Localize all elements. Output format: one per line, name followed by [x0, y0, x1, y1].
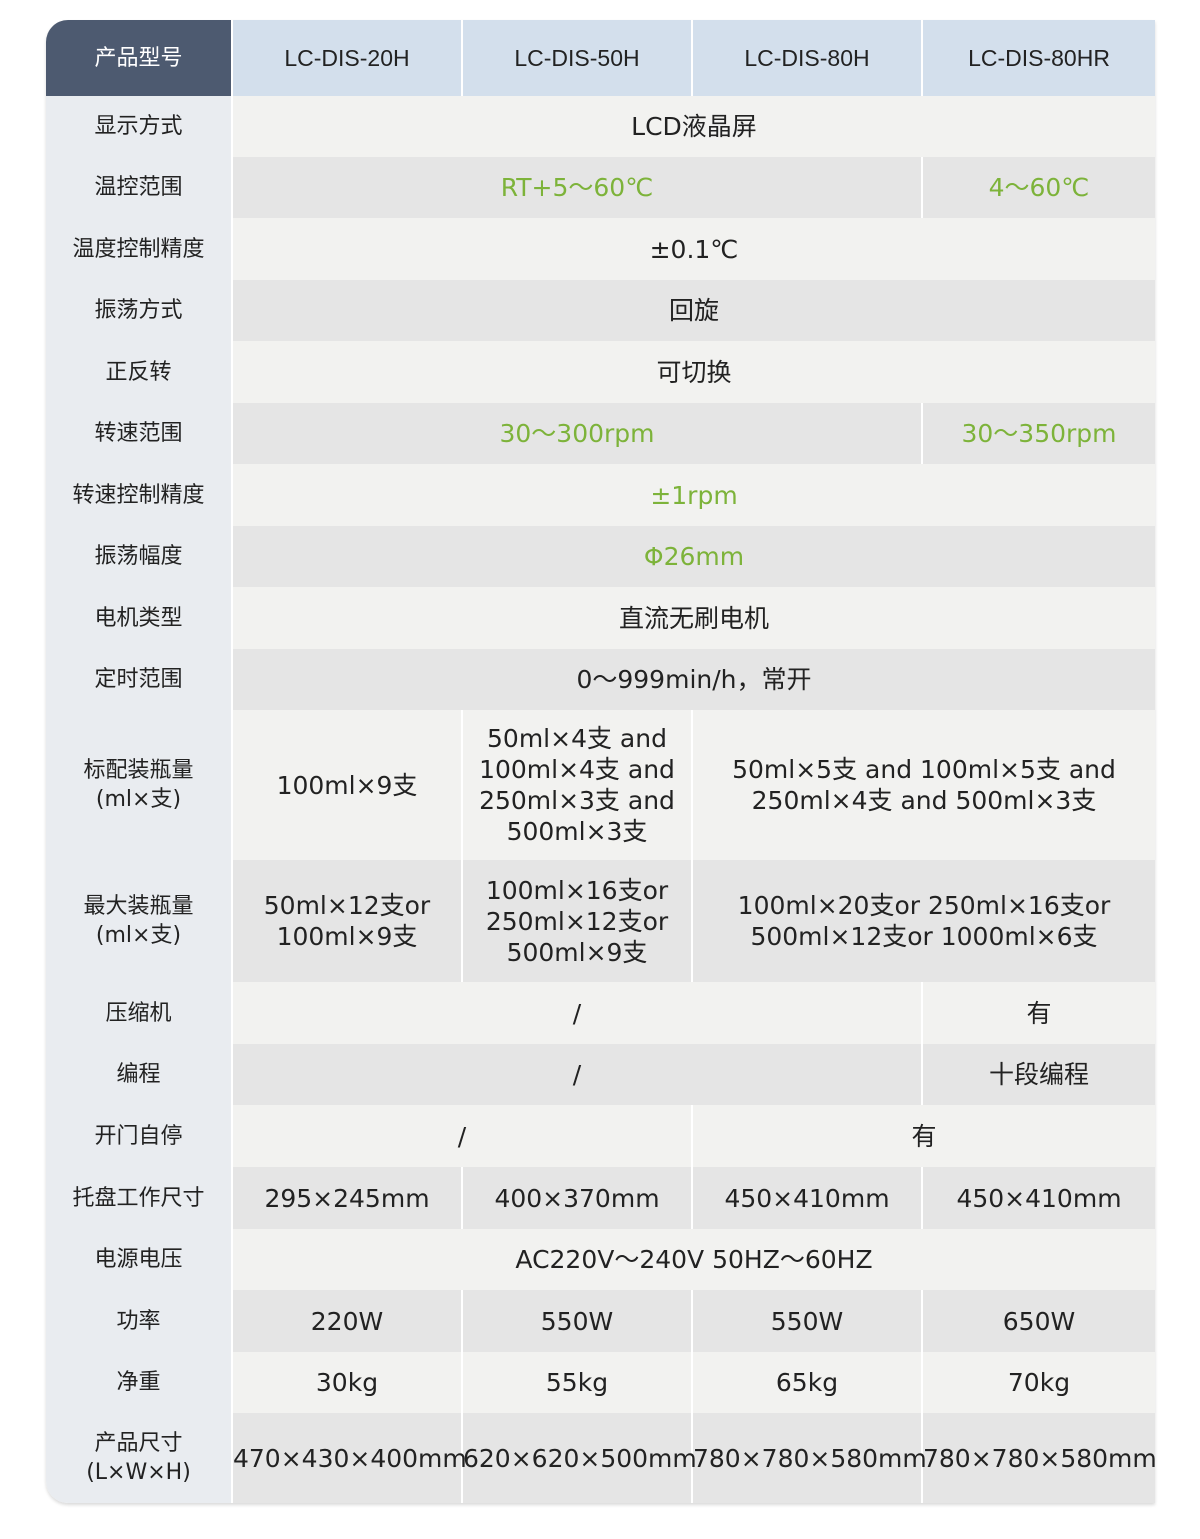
spec-row: 产品尺寸 (L×W×H) 470×430×400mm 620×620×500mm 78… [46, 1413, 1155, 1503]
spec-value: 550W [691, 1290, 922, 1352]
spec-label: 托盘工作尺寸 [46, 1167, 232, 1229]
spec-value: 65kg [691, 1352, 922, 1413]
spec-label: 振荡幅度 [46, 526, 232, 587]
spec-value: 回旋 [231, 280, 1155, 341]
spec-row: 转速范围 30～300rpm 30～350rpm [46, 403, 1155, 464]
spec-row: 转速控制精度 ±1rpm [46, 464, 1155, 526]
spec-label: 转速控制精度 [46, 464, 232, 526]
spec-label: 电机类型 [46, 587, 232, 649]
spec-label: 转速范围 [46, 403, 232, 464]
spec-value: 620×620×500mm [461, 1413, 697, 1503]
header-row: 产品型号 LC-DIS-20H LC-DIS-50H LC-DIS-80H LC… [46, 20, 1155, 96]
spec-value: 650W [921, 1290, 1155, 1352]
spec-label: 净重 [46, 1352, 232, 1413]
spec-label: 电源电压 [46, 1229, 232, 1290]
spec-label: 定时范围 [46, 649, 232, 710]
spec-value: 30～300rpm [231, 403, 922, 464]
spec-value: 有 [921, 982, 1155, 1044]
spec-value: 30kg [231, 1352, 462, 1413]
spec-row: 振荡幅度 Φ26mm [46, 526, 1155, 587]
spec-value: 100ml×9支 [231, 710, 462, 860]
spec-row: 功率 220W 550W 550W 650W [46, 1290, 1155, 1352]
spec-row: 标配装瓶量 (ml×支) 100ml×9支 50ml×4支 and 100ml×4支… [46, 710, 1155, 860]
spec-value: 70kg [921, 1352, 1155, 1413]
spec-value: 780×780×580mm [691, 1413, 927, 1503]
spec-value: Φ26mm [231, 526, 1155, 587]
spec-value: 50ml×5支 and 100ml×5支 and 250ml×4支 and 50… [691, 710, 1155, 860]
spec-label: 开门自停 [46, 1105, 232, 1167]
spec-value: / [231, 982, 922, 1044]
spec-row: 开门自停 / 有 [46, 1105, 1155, 1167]
spec-row: 托盘工作尺寸 295×245mm 400×370mm 450×410mm 450×410… [46, 1167, 1155, 1229]
spec-value: 0～999min/h，常开 [231, 649, 1155, 710]
spec-value: 400×370mm [461, 1167, 692, 1229]
model-header: LC-DIS-20H [231, 20, 462, 96]
spec-row: 编程 / 十段编程 [46, 1044, 1155, 1105]
spec-value: 295×245mm [231, 1167, 462, 1229]
spec-value: 450×410mm [691, 1167, 922, 1229]
spec-row: 净重 30kg 55kg 65kg 70kg [46, 1352, 1155, 1413]
spec-value: 50ml×12支or 100ml×9支 [231, 860, 462, 982]
spec-value: LCD液晶屏 [231, 96, 1155, 157]
spec-row: 压缩机 / 有 [46, 982, 1155, 1044]
spec-value: 十段编程 [921, 1044, 1155, 1105]
spec-value: ±0.1℃ [231, 218, 1155, 280]
spec-value: RT+5～60℃ [231, 157, 922, 218]
spec-label: 标配装瓶量 (ml×支) [46, 710, 232, 860]
spec-label: 最大装瓶量 (ml×支) [46, 860, 232, 982]
spec-value: 450×410mm [921, 1167, 1155, 1229]
spec-value: 100ml×20支or 250ml×16支or 500ml×12支or 1000… [691, 860, 1155, 982]
spec-value: 可切换 [231, 341, 1155, 403]
spec-row: 定时范围 0～999min/h，常开 [46, 649, 1155, 710]
spec-value: 220W [231, 1290, 462, 1352]
spec-value: 30～350rpm [921, 403, 1155, 464]
spec-row: 正反转 可切换 [46, 341, 1155, 403]
spec-value: / [231, 1044, 922, 1105]
spec-table-container: 产品型号 LC-DIS-20H LC-DIS-50H LC-DIS-80H LC… [46, 20, 1155, 1503]
spec-value: 100ml×16支or 250ml×12支or 500ml×9支 [461, 860, 692, 982]
spec-value: ±1rpm [231, 464, 1155, 526]
model-header: LC-DIS-50H [461, 20, 692, 96]
spec-row: 电机类型 直流无刷电机 [46, 587, 1155, 649]
spec-table: 产品型号 LC-DIS-20H LC-DIS-50H LC-DIS-80H LC… [46, 20, 1155, 1503]
spec-value: 50ml×4支 and 100ml×4支 and 250ml×3支 and 50… [461, 710, 692, 860]
spec-label: 温控范围 [46, 157, 232, 218]
model-header: LC-DIS-80H [691, 20, 922, 96]
spec-row: 显示方式 LCD液晶屏 [46, 96, 1155, 157]
spec-value: AC220V～240V 50HZ～60HZ [231, 1229, 1155, 1290]
spec-label: 功率 [46, 1290, 232, 1352]
spec-value: 4～60℃ [921, 157, 1155, 218]
spec-row: 最大装瓶量 (ml×支) 50ml×12支or 100ml×9支 100ml×16支… [46, 860, 1155, 982]
spec-label: 显示方式 [46, 96, 232, 157]
spec-value: 470×430×400mm [231, 1413, 467, 1503]
spec-label: 正反转 [46, 341, 232, 403]
spec-value: 550W [461, 1290, 692, 1352]
spec-value: 55kg [461, 1352, 692, 1413]
spec-value: / [231, 1105, 692, 1167]
spec-row: 振荡方式 回旋 [46, 280, 1155, 341]
spec-label: 产品尺寸 (L×W×H) [46, 1413, 232, 1503]
header-label: 产品型号 [46, 20, 232, 96]
spec-row: 温度控制精度 ±0.1℃ [46, 218, 1155, 280]
model-header: LC-DIS-80HR [921, 20, 1155, 96]
spec-label: 编程 [46, 1044, 232, 1105]
spec-value: 有 [691, 1105, 1155, 1167]
spec-value: 780×780×580mm [921, 1413, 1155, 1503]
spec-row: 电源电压 AC220V～240V 50HZ～60HZ [46, 1229, 1155, 1290]
spec-label: 压缩机 [46, 982, 232, 1044]
spec-value: 直流无刷电机 [231, 587, 1155, 649]
spec-label: 温度控制精度 [46, 218, 232, 280]
spec-row: 温控范围 RT+5～60℃ 4～60℃ [46, 157, 1155, 218]
spec-label: 振荡方式 [46, 280, 232, 341]
